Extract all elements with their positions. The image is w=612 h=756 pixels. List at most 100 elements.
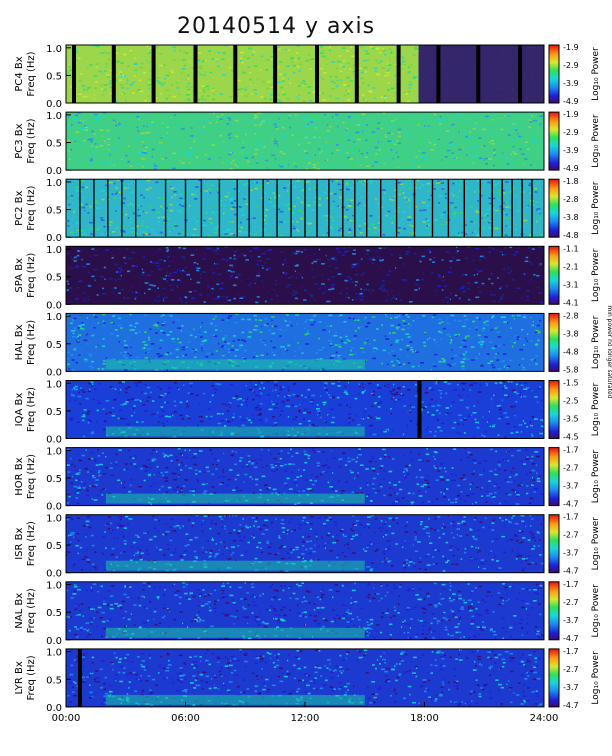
colorbar-tick-label: -1.7 <box>563 446 579 455</box>
panel-frame <box>65 111 545 171</box>
colorbar-tick-label: -1.7 <box>563 513 579 522</box>
y-tick-label: 0.0 <box>46 703 62 714</box>
colorbar-label: Log₁₀ Power <box>591 114 601 168</box>
panel-frame <box>65 312 545 372</box>
data-gap <box>276 179 278 238</box>
colorbar-tick-label: -3.7 <box>563 683 579 692</box>
low-frequency-band <box>105 627 365 638</box>
data-gap <box>304 179 306 238</box>
colorbar-tick-label: -3.7 <box>563 549 579 558</box>
y-axis-label-station: PC4 Bx <box>14 56 25 91</box>
data-gap <box>479 179 481 238</box>
panel-hor: 1.0 0.5 0.0 HOR Bx Freq (Hz) -1.7 -2.7 -3.7 -4.7… <box>14 446 601 513</box>
y-tick-label: 0.5 <box>46 71 62 82</box>
spectrogram-field <box>66 246 544 305</box>
y-axis-label-station: NAL Bx <box>14 593 25 629</box>
data-gap <box>107 179 109 238</box>
colorbar-tick-label: -3.5 <box>563 415 579 424</box>
low-frequency-band <box>105 694 365 705</box>
colorbar-tick-label: -4.7 <box>563 701 579 710</box>
y-tick-label: 1.0 <box>46 379 62 390</box>
colorbar-tick-label: -4.1 <box>563 298 579 307</box>
colorbar-label: Log₁₀ Power <box>591 181 601 235</box>
colorbar-tick-label: -5.8 <box>563 365 579 374</box>
data-gap <box>531 179 533 238</box>
y-tick-label: 0.5 <box>46 541 62 552</box>
y-tick-label: 0.5 <box>46 474 62 485</box>
data-gap <box>236 179 238 238</box>
colorbar-label: Log₁₀ Power <box>591 315 601 369</box>
panel-nal: 1.0 0.5 0.0 NAL Bx Freq (Hz) -1.7 -2.7 -3.7 -4.7… <box>14 580 601 647</box>
colorbar-tick-label: -2.5 <box>563 397 579 406</box>
y-axis-label-station: PC2 Bx <box>14 190 25 225</box>
y-axis-label-freq: Freq (Hz) <box>26 387 37 432</box>
data-gap <box>218 179 221 238</box>
colorbar-tick-label: -1.5 <box>563 379 579 388</box>
data-gap <box>248 179 250 238</box>
data-gap <box>164 179 167 238</box>
y-tick-label: 0.0 <box>46 300 62 311</box>
y-axis-label-station: HAL Bx <box>14 324 25 360</box>
colorbar-tick-label: -3.9 <box>563 146 579 155</box>
colorbar-tick-label: -4.9 <box>563 97 579 106</box>
data-gap <box>93 179 95 238</box>
colorbar-tick-label: -1.8 <box>563 177 579 186</box>
data-gap <box>491 179 493 238</box>
colorbar-tick-label: -1.9 <box>563 43 579 52</box>
data-gap <box>111 45 116 103</box>
y-tick-label: 1.0 <box>46 648 62 659</box>
colorbar-tick-label: -2.8 <box>563 311 579 320</box>
colorbar-tick-label: -4.7 <box>563 567 579 576</box>
colorbar-tick-label: -4.7 <box>563 634 579 643</box>
spectrogram-texture <box>66 112 545 170</box>
colorbar-tick-label: -2.7 <box>563 598 579 607</box>
colorbar-label: Log₁₀ Power <box>591 450 601 504</box>
y-axis-label-station: ISR Bx <box>14 528 25 560</box>
data-gap <box>395 179 398 238</box>
low-frequency-band <box>105 426 365 437</box>
colorbar-label: Log₁₀ Power <box>591 248 601 302</box>
spectrogram-field <box>66 112 544 171</box>
panel-frame <box>65 44 545 104</box>
colorbar-label: Log₁₀ Power <box>591 47 601 101</box>
y-axis-label-freq: Freq (Hz) <box>26 588 37 633</box>
data-gap <box>151 45 156 103</box>
y-tick-label: 1.0 <box>46 178 62 189</box>
panel-frame <box>65 447 545 507</box>
x-tick-label: 00:00 <box>52 713 81 724</box>
colorbar <box>548 648 560 708</box>
data-gap <box>184 179 187 238</box>
colorbar-tick-label: -3.7 <box>563 616 579 625</box>
panel-spa: 1.0 0.5 0.0 SPA Bx Freq (Hz) -1.1 -2.1 -3.1 -4.1… <box>14 244 601 311</box>
panel-frame <box>65 514 545 574</box>
data-gap <box>342 179 344 238</box>
data-gap <box>463 179 465 238</box>
data-gap <box>431 179 434 238</box>
spectrogram-texture <box>66 648 542 707</box>
y-tick-label: 0.5 <box>46 340 62 351</box>
x-tick-label: 24:00 <box>530 713 559 724</box>
data-gap <box>200 179 203 238</box>
panel-pc4: 1.0 0.5 0.0 PC4 Bx Freq (Hz) -1.9 -2.9 -3.9 -4.9… <box>14 43 601 110</box>
y-tick-label: 0.0 <box>46 502 62 513</box>
colorbar-tick-label: -4.9 <box>563 164 579 173</box>
data-gap <box>77 648 82 707</box>
data-gap <box>354 179 356 238</box>
colorbar-label: Log₁₀ Power <box>591 383 601 437</box>
data-gap <box>72 45 76 103</box>
y-tick-label: 1.0 <box>46 446 62 457</box>
y-tick-label: 1.0 <box>46 581 62 592</box>
colorbar <box>548 581 560 641</box>
colorbar-tick-label: -3.1 <box>563 280 579 289</box>
data-gap <box>79 179 81 238</box>
y-tick-label: 0.5 <box>46 206 62 217</box>
side-note: min power no longer saturated <box>606 305 612 398</box>
chart-title: 20140514 y axis <box>176 14 376 39</box>
colorbar-label: Log₁₀ Power <box>591 651 601 705</box>
colorbar-tick-label: -1.9 <box>563 110 579 119</box>
y-axis-label-station: HOR Bx <box>14 457 25 495</box>
panel-frame <box>65 380 545 439</box>
panel-iqa: 1.0 0.5 0.0 IQA Bx Freq (Hz) -1.5 -2.5 -3.5 -4.5… <box>14 379 601 446</box>
y-axis-label-freq: Freq (Hz) <box>26 186 37 231</box>
